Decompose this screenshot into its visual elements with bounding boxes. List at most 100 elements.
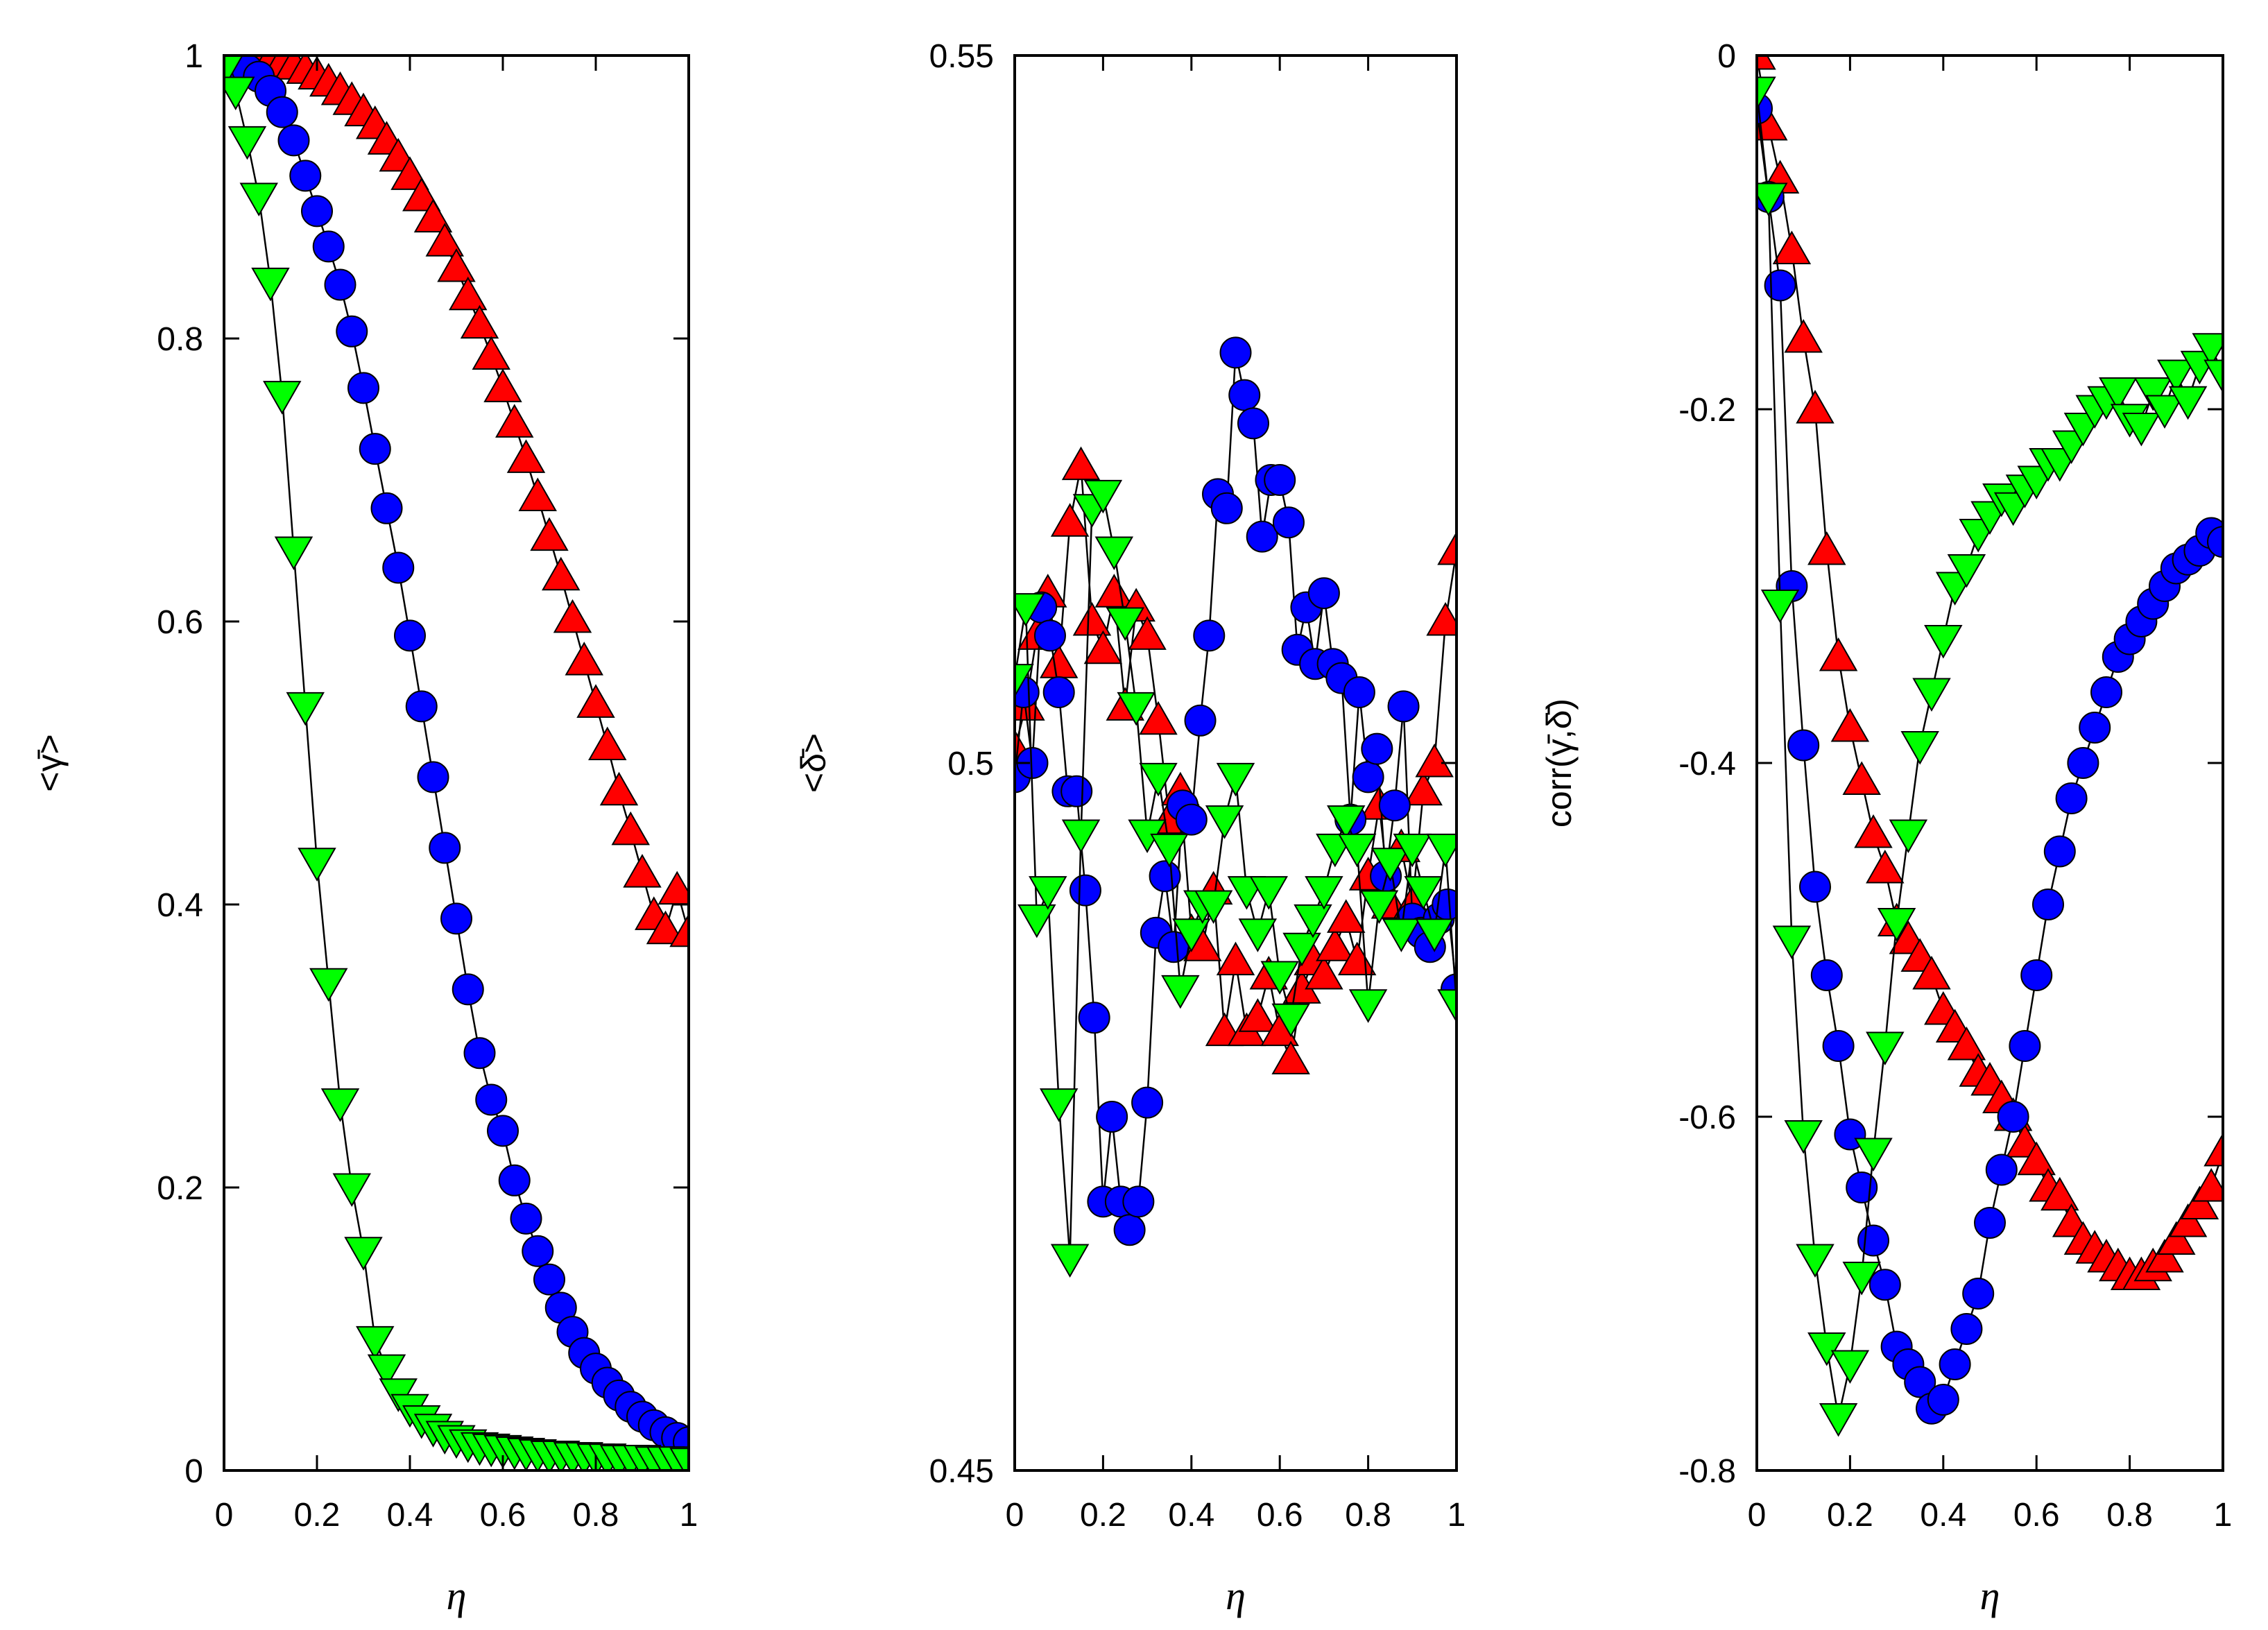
data-point xyxy=(1927,1384,1959,1416)
data-point xyxy=(402,177,441,212)
data-point xyxy=(1352,761,1384,793)
series-1-circle xyxy=(1015,336,1457,1246)
data-point xyxy=(1437,989,1457,1023)
data-point xyxy=(588,726,627,761)
data-point xyxy=(239,182,278,217)
x-axis-label: η xyxy=(1226,1573,1246,1618)
data-point xyxy=(1015,593,1045,627)
data-point xyxy=(1219,336,1252,369)
data-point xyxy=(449,276,488,311)
data-point xyxy=(530,517,569,551)
panel-correlation: 0 0.2 0.4 0.6 0.8 1 -0.8 -0.6 -0.4 -0.2 0 η corr(γ̄,… xyxy=(1540,38,2232,1618)
data-point xyxy=(1210,492,1243,524)
data-point xyxy=(277,124,310,157)
data-point xyxy=(518,477,557,511)
data-point xyxy=(542,556,581,591)
data-point xyxy=(1799,870,1831,903)
data-point xyxy=(1912,955,1951,990)
data-point xyxy=(1757,182,1788,217)
data-point xyxy=(1382,918,1421,952)
data-point xyxy=(251,267,290,302)
data-point xyxy=(347,372,379,404)
data-point xyxy=(1947,554,1986,588)
data-point xyxy=(1061,446,1101,481)
y-tick-label: 0.2 xyxy=(157,1170,203,1207)
data-point xyxy=(1205,805,1244,839)
data-point xyxy=(1069,874,1101,907)
data-point xyxy=(1061,819,1101,854)
data-point xyxy=(646,910,685,945)
x-tick-label: 0.6 xyxy=(1257,1497,1303,1534)
data-point xyxy=(1426,833,1457,868)
data-point xyxy=(1246,520,1278,553)
data-point xyxy=(1764,269,1796,302)
data-point xyxy=(1830,707,1870,742)
series-1-circle xyxy=(1757,92,2223,1425)
data-point xyxy=(506,439,546,473)
data-point xyxy=(1830,1350,1870,1384)
data-point xyxy=(2122,413,2161,447)
data-point xyxy=(1757,76,1776,111)
y-tick-label: -0.8 xyxy=(1678,1453,1736,1490)
y-tick-label: 0 xyxy=(1717,38,1736,75)
data-point xyxy=(1193,619,1226,652)
data-point xyxy=(1857,1224,1889,1257)
data-point xyxy=(2041,1176,2079,1211)
data-point xyxy=(405,690,438,723)
data-point xyxy=(1264,464,1296,496)
data-point xyxy=(1784,318,1823,353)
data-point xyxy=(1868,1269,1901,1301)
data-point xyxy=(669,1448,689,1470)
data-point xyxy=(1810,959,1843,991)
series-0-triangle-up xyxy=(1015,446,1457,1074)
data-point xyxy=(1294,904,1332,938)
x-tick-label: 0.6 xyxy=(2013,1497,2060,1534)
data-point xyxy=(1787,729,1820,762)
x-tick-label: 0.2 xyxy=(1080,1497,1126,1534)
data-point xyxy=(599,771,639,806)
data-point xyxy=(274,536,313,571)
data-point xyxy=(1371,848,1410,882)
data-point xyxy=(437,248,476,282)
data-point xyxy=(1348,989,1388,1023)
data-point xyxy=(669,913,689,947)
data-point xyxy=(533,1263,565,1296)
data-point xyxy=(1175,803,1208,836)
data-point xyxy=(1947,1026,1986,1061)
data-point xyxy=(336,315,368,348)
y-tick-label: 1 xyxy=(184,38,203,75)
data-point xyxy=(344,1237,383,1271)
data-point xyxy=(1149,860,1181,893)
data-point xyxy=(1378,789,1411,822)
data-point xyxy=(1404,771,1443,806)
y-tick-label: -0.2 xyxy=(1678,392,1736,429)
data-point xyxy=(1842,1262,1881,1296)
data-point xyxy=(1238,918,1278,952)
data-point xyxy=(2192,333,2223,367)
data-point xyxy=(1854,814,1893,848)
data-point xyxy=(1096,1101,1128,1133)
data-point xyxy=(1854,1138,1893,1172)
x-tick-label: 0.4 xyxy=(1920,1497,1966,1534)
data-point xyxy=(332,1173,371,1208)
data-point xyxy=(2009,1030,2041,1062)
data-point xyxy=(1042,676,1075,708)
data-point xyxy=(1822,1030,1855,1062)
data-point xyxy=(359,433,391,465)
data-point xyxy=(1128,616,1167,650)
y-tick-label: 0.45 xyxy=(929,1453,994,1490)
data-point xyxy=(1772,925,1812,960)
data-point xyxy=(1060,775,1093,807)
data-point xyxy=(1184,704,1217,737)
data-point xyxy=(1015,664,1034,698)
data-point xyxy=(1997,1101,2029,1133)
data-point xyxy=(483,368,522,402)
series-2-triangle-down xyxy=(1015,479,1457,1278)
data-point xyxy=(1950,1313,1983,1345)
data-point xyxy=(1842,761,1881,795)
data-point xyxy=(1271,1003,1310,1038)
data-point xyxy=(298,848,336,882)
data-point xyxy=(1249,876,1288,910)
data-point xyxy=(1078,1002,1110,1034)
data-point xyxy=(1387,690,1420,723)
